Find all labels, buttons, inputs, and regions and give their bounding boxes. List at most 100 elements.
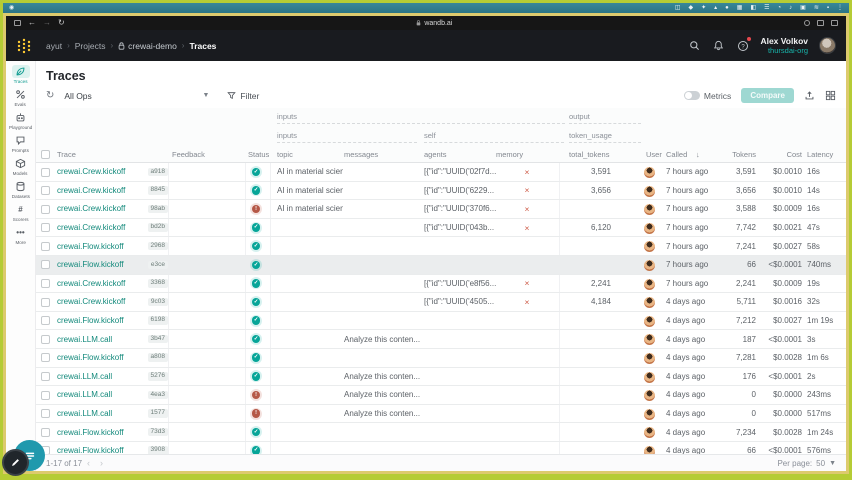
per-page-select[interactable]: 50 — [816, 458, 826, 468]
table-row[interactable]: crewai.Crew.kickoff 3368 ✓ [{"id":"UUID(… — [36, 275, 846, 294]
trace-name-link[interactable]: crewai.Flow.kickoff — [57, 241, 124, 251]
browser-back-button[interactable]: ← — [28, 18, 36, 27]
ops-select[interactable]: All Ops ▼ — [64, 91, 209, 101]
table-row[interactable]: crewai.Flow.kickoff 6198 ✓ 4 days ago 7,… — [36, 312, 846, 331]
table-row[interactable]: crewai.Crew.kickoff bd2b ✓ [{"id":"UUID(… — [36, 219, 846, 238]
url-bar[interactable]: wandb.ai — [424, 19, 453, 27]
sidebar-item-traces[interactable]: Traces — [7, 65, 35, 85]
row-checkbox[interactable] — [41, 353, 50, 363]
trace-name-link[interactable]: crewai.LLM.call — [57, 409, 113, 419]
trace-name-link[interactable]: crewai.Crew.kickoff — [57, 297, 126, 307]
col-topic[interactable]: topic — [277, 150, 293, 159]
trace-name-link[interactable]: crewai.Flow.kickoff — [57, 260, 124, 270]
export-icon[interactable] — [804, 90, 815, 101]
row-checkbox[interactable] — [41, 390, 50, 400]
table-row[interactable]: crewai.Crew.kickoff 8845 ✓ AI in materia… — [36, 182, 846, 201]
next-page-button[interactable]: › — [100, 458, 104, 468]
trace-name-link[interactable]: crewai.Crew.kickoff — [57, 167, 126, 177]
notifications-bell-icon[interactable] — [712, 39, 725, 52]
trace-name-link[interactable]: crewai.LLM.call — [57, 371, 113, 381]
browser-refresh-button[interactable]: ↻ — [58, 18, 65, 27]
table-row[interactable]: crewai.LLM.call 3b47 ✓ Analyze this cont… — [36, 330, 846, 349]
col-status[interactable]: Status — [248, 150, 270, 159]
trace-name-link[interactable]: crewai.Crew.kickoff — [57, 223, 126, 233]
sidebar-item-prompts[interactable]: Prompts — [7, 134, 35, 154]
sidebar-item-models[interactable]: Models — [7, 157, 35, 177]
row-checkbox[interactable] — [41, 427, 50, 437]
row-checkbox[interactable] — [41, 297, 50, 307]
table-row[interactable]: crewai.Crew.kickoff a918 ✓ AI in materia… — [36, 163, 846, 182]
browser-forward-button[interactable]: → — [43, 18, 51, 27]
search-icon[interactable] — [688, 39, 701, 52]
sidebar-item-scorers[interactable]: # Scorers — [12, 204, 29, 223]
table-row[interactable]: crewai.Crew.kickoff 98ab ! AI in materia… — [36, 200, 846, 219]
filter-button[interactable]: Filter — [227, 91, 259, 101]
chat-widget[interactable] — [2, 440, 52, 480]
row-checkbox[interactable] — [41, 260, 50, 270]
row-checkbox[interactable] — [41, 316, 50, 326]
sidebar-item-evals[interactable]: Evals — [7, 88, 35, 108]
trace-name-link[interactable]: crewai.Flow.kickoff — [57, 427, 124, 437]
sidebar-item-datasets[interactable]: Datasets — [7, 180, 35, 200]
help-icon[interactable]: ? — [736, 37, 752, 52]
sidebar-item-playground[interactable]: Playground — [7, 111, 35, 131]
breadcrumb-project[interactable]: crewai-demo — [118, 41, 177, 51]
select-all-checkbox[interactable] — [41, 150, 50, 159]
trace-name-link[interactable]: crewai.Crew.kickoff — [57, 204, 126, 214]
col-latency[interactable]: Latency — [807, 150, 834, 159]
wandb-logo[interactable] — [16, 38, 32, 54]
prev-page-button[interactable]: ‹ — [87, 458, 91, 468]
table-row[interactable]: crewai.Crew.kickoff 9c03 ✓ [{"id":"UUID(… — [36, 293, 846, 312]
table-row[interactable]: crewai.LLM.call 4ea3 ! Analyze this cont… — [36, 386, 846, 405]
trace-name-link[interactable]: crewai.Crew.kickoff — [57, 278, 126, 288]
trace-name-link[interactable]: crewai.LLM.call — [57, 334, 113, 344]
row-checkbox[interactable] — [41, 409, 50, 419]
col-total-tokens[interactable]: total_tokens — [569, 150, 610, 159]
breadcrumb-current[interactable]: Traces — [189, 40, 217, 51]
row-checkbox[interactable] — [41, 334, 50, 344]
row-checkbox[interactable] — [41, 279, 50, 289]
columns-settings-icon[interactable] — [825, 90, 836, 101]
col-user[interactable]: User — [646, 150, 662, 159]
user-avatar-photo[interactable] — [819, 37, 836, 54]
row-checkbox[interactable] — [41, 241, 50, 251]
breadcrumb-entity[interactable]: ayut — [46, 40, 63, 51]
user-info[interactable]: Alex Volkov thursdai-org — [760, 36, 808, 55]
table-row[interactable]: crewai.Flow.kickoff e3ce ✓ 7 hours ago 6… — [36, 255, 846, 275]
col-called[interactable]: Called — [666, 150, 688, 159]
trace-name-link[interactable]: crewai.LLM.call — [57, 390, 113, 400]
table-row[interactable]: crewai.Flow.kickoff 3908 ✓ 4 days ago 66… — [36, 442, 846, 454]
col-memory[interactable]: memory — [496, 150, 524, 159]
trace-name-link[interactable]: crewai.Flow.kickoff — [57, 446, 124, 454]
row-checkbox[interactable] — [41, 186, 50, 196]
refresh-icon[interactable]: ↻ — [46, 90, 55, 101]
trace-name-link[interactable]: crewai.Crew.kickoff — [57, 185, 126, 195]
col-tokens[interactable]: Tokens — [732, 150, 756, 159]
table-row[interactable]: crewai.LLM.call 1577 ! Analyze this cont… — [36, 405, 846, 424]
row-checkbox[interactable] — [41, 223, 50, 233]
col-trace[interactable]: Trace — [57, 150, 76, 159]
col-messages[interactable]: messages — [344, 150, 379, 159]
sidebar-item-more[interactable]: ••• More — [7, 226, 35, 246]
row-checkbox[interactable] — [41, 167, 50, 177]
breadcrumb-projects[interactable]: Projects — [74, 40, 106, 51]
table-row[interactable]: crewai.LLM.call 5276 ✓ Analyze this cont… — [36, 368, 846, 387]
browser-menu-icon[interactable] — [831, 20, 838, 26]
row-checkbox[interactable] — [41, 372, 50, 382]
sort-desc-icon[interactable]: ↓ — [696, 150, 700, 159]
sidebar-toggle-icon[interactable] — [14, 20, 21, 26]
row-checkbox[interactable] — [41, 204, 50, 214]
col-agents[interactable]: agents — [424, 150, 447, 159]
col-feedback[interactable]: Feedback — [172, 150, 205, 159]
browser-tab-icon[interactable] — [817, 20, 824, 26]
table-row[interactable]: crewai.Flow.kickoff a808 ✓ 4 days ago 7,… — [36, 349, 846, 368]
col-cost[interactable]: Cost — [786, 150, 802, 159]
compare-button[interactable]: Compare — [741, 88, 794, 103]
metrics-toggle[interactable] — [683, 91, 700, 100]
trace-name-link[interactable]: crewai.Flow.kickoff — [57, 316, 124, 326]
compose-pencil-icon[interactable] — [2, 449, 29, 476]
table-row[interactable]: crewai.Flow.kickoff 2968 ✓ 7 hours ago 7… — [36, 237, 846, 256]
trace-name-link[interactable]: crewai.Flow.kickoff — [57, 353, 124, 363]
table-row[interactable]: crewai.Flow.kickoff 73d3 ✓ 4 days ago 7,… — [36, 423, 846, 442]
metrics-toggle-wrap[interactable]: Metrics — [683, 91, 731, 101]
